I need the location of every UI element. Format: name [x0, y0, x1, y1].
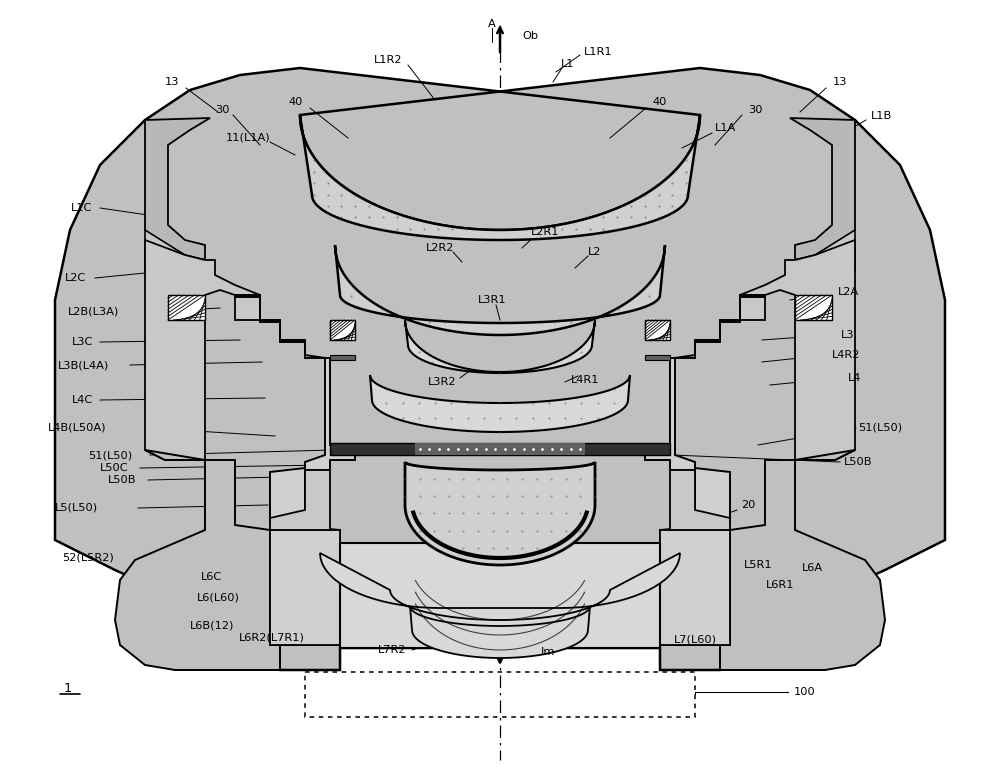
Text: L1: L1 [561, 59, 575, 69]
Polygon shape [645, 320, 670, 340]
Text: L4C: L4C [72, 395, 93, 405]
Polygon shape [605, 530, 730, 645]
Polygon shape [115, 450, 280, 670]
Polygon shape [270, 470, 330, 530]
Text: 52(L5R2): 52(L5R2) [62, 553, 114, 563]
Text: L50C: L50C [100, 463, 129, 473]
Text: Im: Im [541, 647, 555, 657]
Text: 100: 100 [794, 687, 816, 697]
Text: 13: 13 [833, 77, 847, 87]
Text: L6C: L6C [201, 572, 223, 582]
Text: 40: 40 [653, 97, 667, 107]
Polygon shape [405, 462, 595, 565]
Text: L1A: L1A [715, 123, 737, 133]
Text: L50B: L50B [108, 475, 136, 485]
Text: A: A [488, 19, 496, 29]
Text: Ob: Ob [522, 31, 538, 41]
Text: L2A: L2A [837, 287, 859, 297]
Text: L50B: L50B [844, 457, 872, 467]
Text: L4R2: L4R2 [832, 350, 860, 360]
Polygon shape [645, 355, 670, 360]
Polygon shape [330, 320, 355, 340]
Polygon shape [300, 115, 700, 240]
Text: L4: L4 [848, 373, 862, 383]
Polygon shape [412, 488, 588, 560]
Polygon shape [790, 118, 855, 260]
Polygon shape [320, 553, 680, 620]
Polygon shape [145, 118, 210, 260]
Text: L6(L60): L6(L60) [197, 592, 239, 602]
Text: L3R1: L3R1 [478, 295, 506, 305]
Text: L2R2: L2R2 [426, 243, 454, 253]
Text: L5R1: L5R1 [744, 560, 772, 570]
Polygon shape [145, 230, 205, 295]
Text: L7(L60): L7(L60) [674, 635, 716, 645]
Text: L6B(12): L6B(12) [190, 620, 234, 630]
Text: L4B(L50A): L4B(L50A) [48, 423, 106, 433]
Text: L7R2: L7R2 [378, 645, 406, 655]
Text: L2C: L2C [65, 273, 87, 283]
Text: L1R1: L1R1 [584, 47, 612, 57]
Polygon shape [670, 470, 730, 530]
Text: L5(L50): L5(L50) [55, 503, 98, 513]
Text: L1B: L1B [871, 111, 893, 121]
Polygon shape [330, 355, 355, 360]
Text: 30: 30 [748, 105, 762, 115]
Text: L3B(L4A): L3B(L4A) [58, 360, 109, 370]
Polygon shape [235, 295, 395, 645]
Text: 1: 1 [64, 682, 72, 695]
Polygon shape [405, 320, 595, 373]
Text: L1C: L1C [71, 203, 93, 213]
Polygon shape [415, 443, 585, 455]
Polygon shape [605, 295, 765, 645]
Text: 30: 30 [215, 105, 229, 115]
Text: 20: 20 [741, 500, 755, 510]
Polygon shape [720, 450, 885, 670]
Text: L2: L2 [588, 247, 602, 257]
Text: 51(L50): 51(L50) [858, 423, 902, 433]
Text: L3R2: L3R2 [428, 377, 456, 387]
Polygon shape [330, 443, 670, 455]
Polygon shape [55, 68, 945, 670]
Text: L1R2: L1R2 [374, 55, 402, 65]
Text: L2R1: L2R1 [531, 227, 559, 237]
Polygon shape [168, 295, 205, 320]
Text: 51(L50): 51(L50) [88, 450, 132, 460]
Text: L3: L3 [841, 330, 855, 340]
Text: 40: 40 [289, 97, 303, 107]
Polygon shape [795, 295, 832, 320]
Text: L6R2(L7R1): L6R2(L7R1) [239, 633, 305, 643]
Text: L2B(L3A): L2B(L3A) [68, 307, 119, 317]
Polygon shape [340, 543, 660, 648]
Text: L4R1: L4R1 [571, 375, 599, 385]
Polygon shape [145, 240, 260, 460]
Polygon shape [270, 530, 395, 645]
Bar [305, 672, 695, 717]
Polygon shape [795, 230, 855, 295]
Text: L6A: L6A [801, 563, 823, 573]
Text: L3C: L3C [72, 337, 93, 347]
Text: L6R1: L6R1 [766, 580, 794, 590]
Polygon shape [410, 606, 590, 658]
Text: 11(L1A): 11(L1A) [226, 133, 270, 143]
Polygon shape [335, 245, 665, 335]
Polygon shape [370, 375, 630, 432]
Text: 13: 13 [165, 77, 179, 87]
Polygon shape [740, 240, 855, 460]
